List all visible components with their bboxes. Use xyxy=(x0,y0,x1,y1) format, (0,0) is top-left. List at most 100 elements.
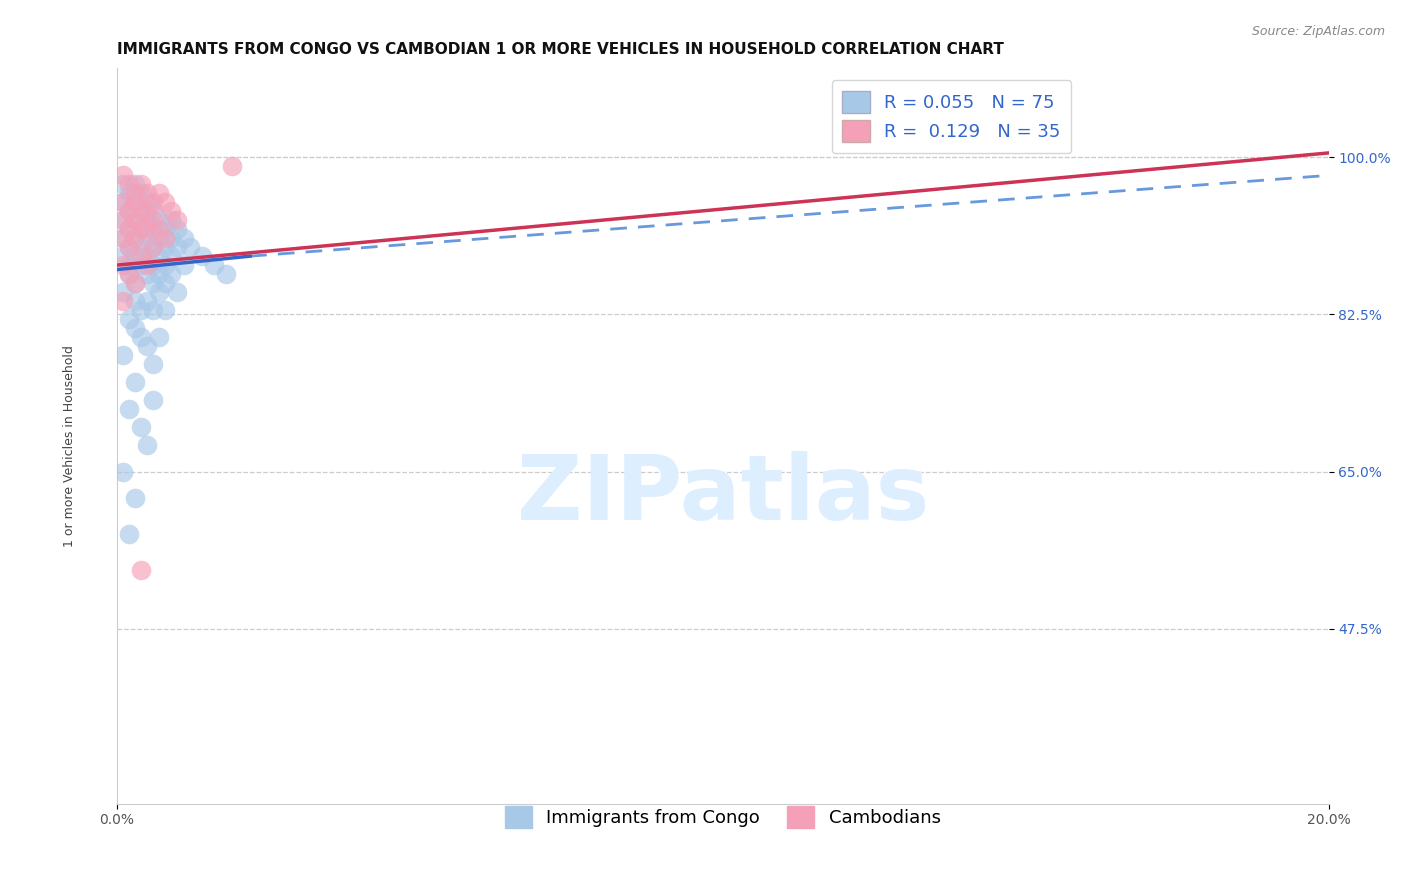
Point xyxy=(111,178,134,192)
Point xyxy=(160,213,183,227)
Point xyxy=(118,401,141,416)
Point xyxy=(136,293,159,308)
Point xyxy=(118,222,141,236)
Point xyxy=(124,213,146,227)
Point xyxy=(118,186,141,201)
Point xyxy=(155,195,177,210)
Point xyxy=(124,491,146,506)
Point xyxy=(142,240,165,254)
Point xyxy=(136,186,159,201)
Point xyxy=(129,249,152,263)
Point xyxy=(111,213,134,227)
Point xyxy=(111,293,134,308)
Point xyxy=(124,178,146,192)
Point xyxy=(155,303,177,318)
Point xyxy=(129,303,152,318)
Point xyxy=(190,249,212,263)
Point xyxy=(124,321,146,335)
Point xyxy=(136,267,159,281)
Point xyxy=(142,258,165,272)
Point xyxy=(148,285,170,299)
Point xyxy=(166,222,188,236)
Point xyxy=(111,231,134,245)
Point xyxy=(142,357,165,371)
Point xyxy=(124,213,146,227)
Point xyxy=(129,204,152,219)
Point xyxy=(173,231,195,245)
Point xyxy=(118,204,141,219)
Point xyxy=(179,240,201,254)
Point xyxy=(136,213,159,227)
Point xyxy=(155,222,177,236)
Point xyxy=(124,249,146,263)
Point xyxy=(148,186,170,201)
Point xyxy=(129,204,152,219)
Point xyxy=(111,213,134,227)
Point xyxy=(136,204,159,219)
Text: Source: ZipAtlas.com: Source: ZipAtlas.com xyxy=(1251,25,1385,38)
Point xyxy=(129,330,152,344)
Point xyxy=(129,419,152,434)
Point xyxy=(124,293,146,308)
Point xyxy=(142,222,165,236)
Point xyxy=(142,204,165,219)
Point xyxy=(118,267,141,281)
Point xyxy=(136,249,159,263)
Point xyxy=(124,276,146,290)
Point xyxy=(118,178,141,192)
Point xyxy=(124,276,146,290)
Point xyxy=(148,249,170,263)
Point xyxy=(148,267,170,281)
Point xyxy=(142,240,165,254)
Point xyxy=(118,240,141,254)
Point xyxy=(173,258,195,272)
Point xyxy=(129,222,152,236)
Point xyxy=(118,267,141,281)
Point xyxy=(118,240,141,254)
Point xyxy=(111,258,134,272)
Point xyxy=(129,186,152,201)
Point xyxy=(129,222,152,236)
Text: ZIPatlas: ZIPatlas xyxy=(516,450,929,539)
Point xyxy=(136,258,159,272)
Point xyxy=(111,231,134,245)
Point xyxy=(148,330,170,344)
Point xyxy=(111,195,134,210)
Point xyxy=(148,213,170,227)
Point xyxy=(160,204,183,219)
Point xyxy=(124,195,146,210)
Point xyxy=(142,392,165,407)
Point xyxy=(148,231,170,245)
Point xyxy=(129,258,152,272)
Point xyxy=(124,186,146,201)
Point xyxy=(118,258,141,272)
Point xyxy=(166,285,188,299)
Point xyxy=(118,312,141,326)
Point xyxy=(111,249,134,263)
Point xyxy=(129,563,152,577)
Point xyxy=(155,231,177,245)
Point xyxy=(142,213,165,227)
Point xyxy=(111,285,134,299)
Point xyxy=(129,178,152,192)
Point xyxy=(155,258,177,272)
Point xyxy=(142,276,165,290)
Legend: Immigrants from Congo, Cambodians: Immigrants from Congo, Cambodians xyxy=(498,798,948,835)
Point xyxy=(124,195,146,210)
Point xyxy=(124,375,146,389)
Point xyxy=(136,231,159,245)
Point xyxy=(136,437,159,451)
Point xyxy=(202,258,225,272)
Point xyxy=(136,339,159,353)
Point xyxy=(148,222,170,236)
Point xyxy=(166,240,188,254)
Point xyxy=(118,204,141,219)
Point xyxy=(118,222,141,236)
Point xyxy=(136,222,159,236)
Point xyxy=(215,267,238,281)
Point xyxy=(136,195,159,210)
Point xyxy=(111,465,134,479)
Point xyxy=(129,240,152,254)
Point xyxy=(160,267,183,281)
Point xyxy=(124,231,146,245)
